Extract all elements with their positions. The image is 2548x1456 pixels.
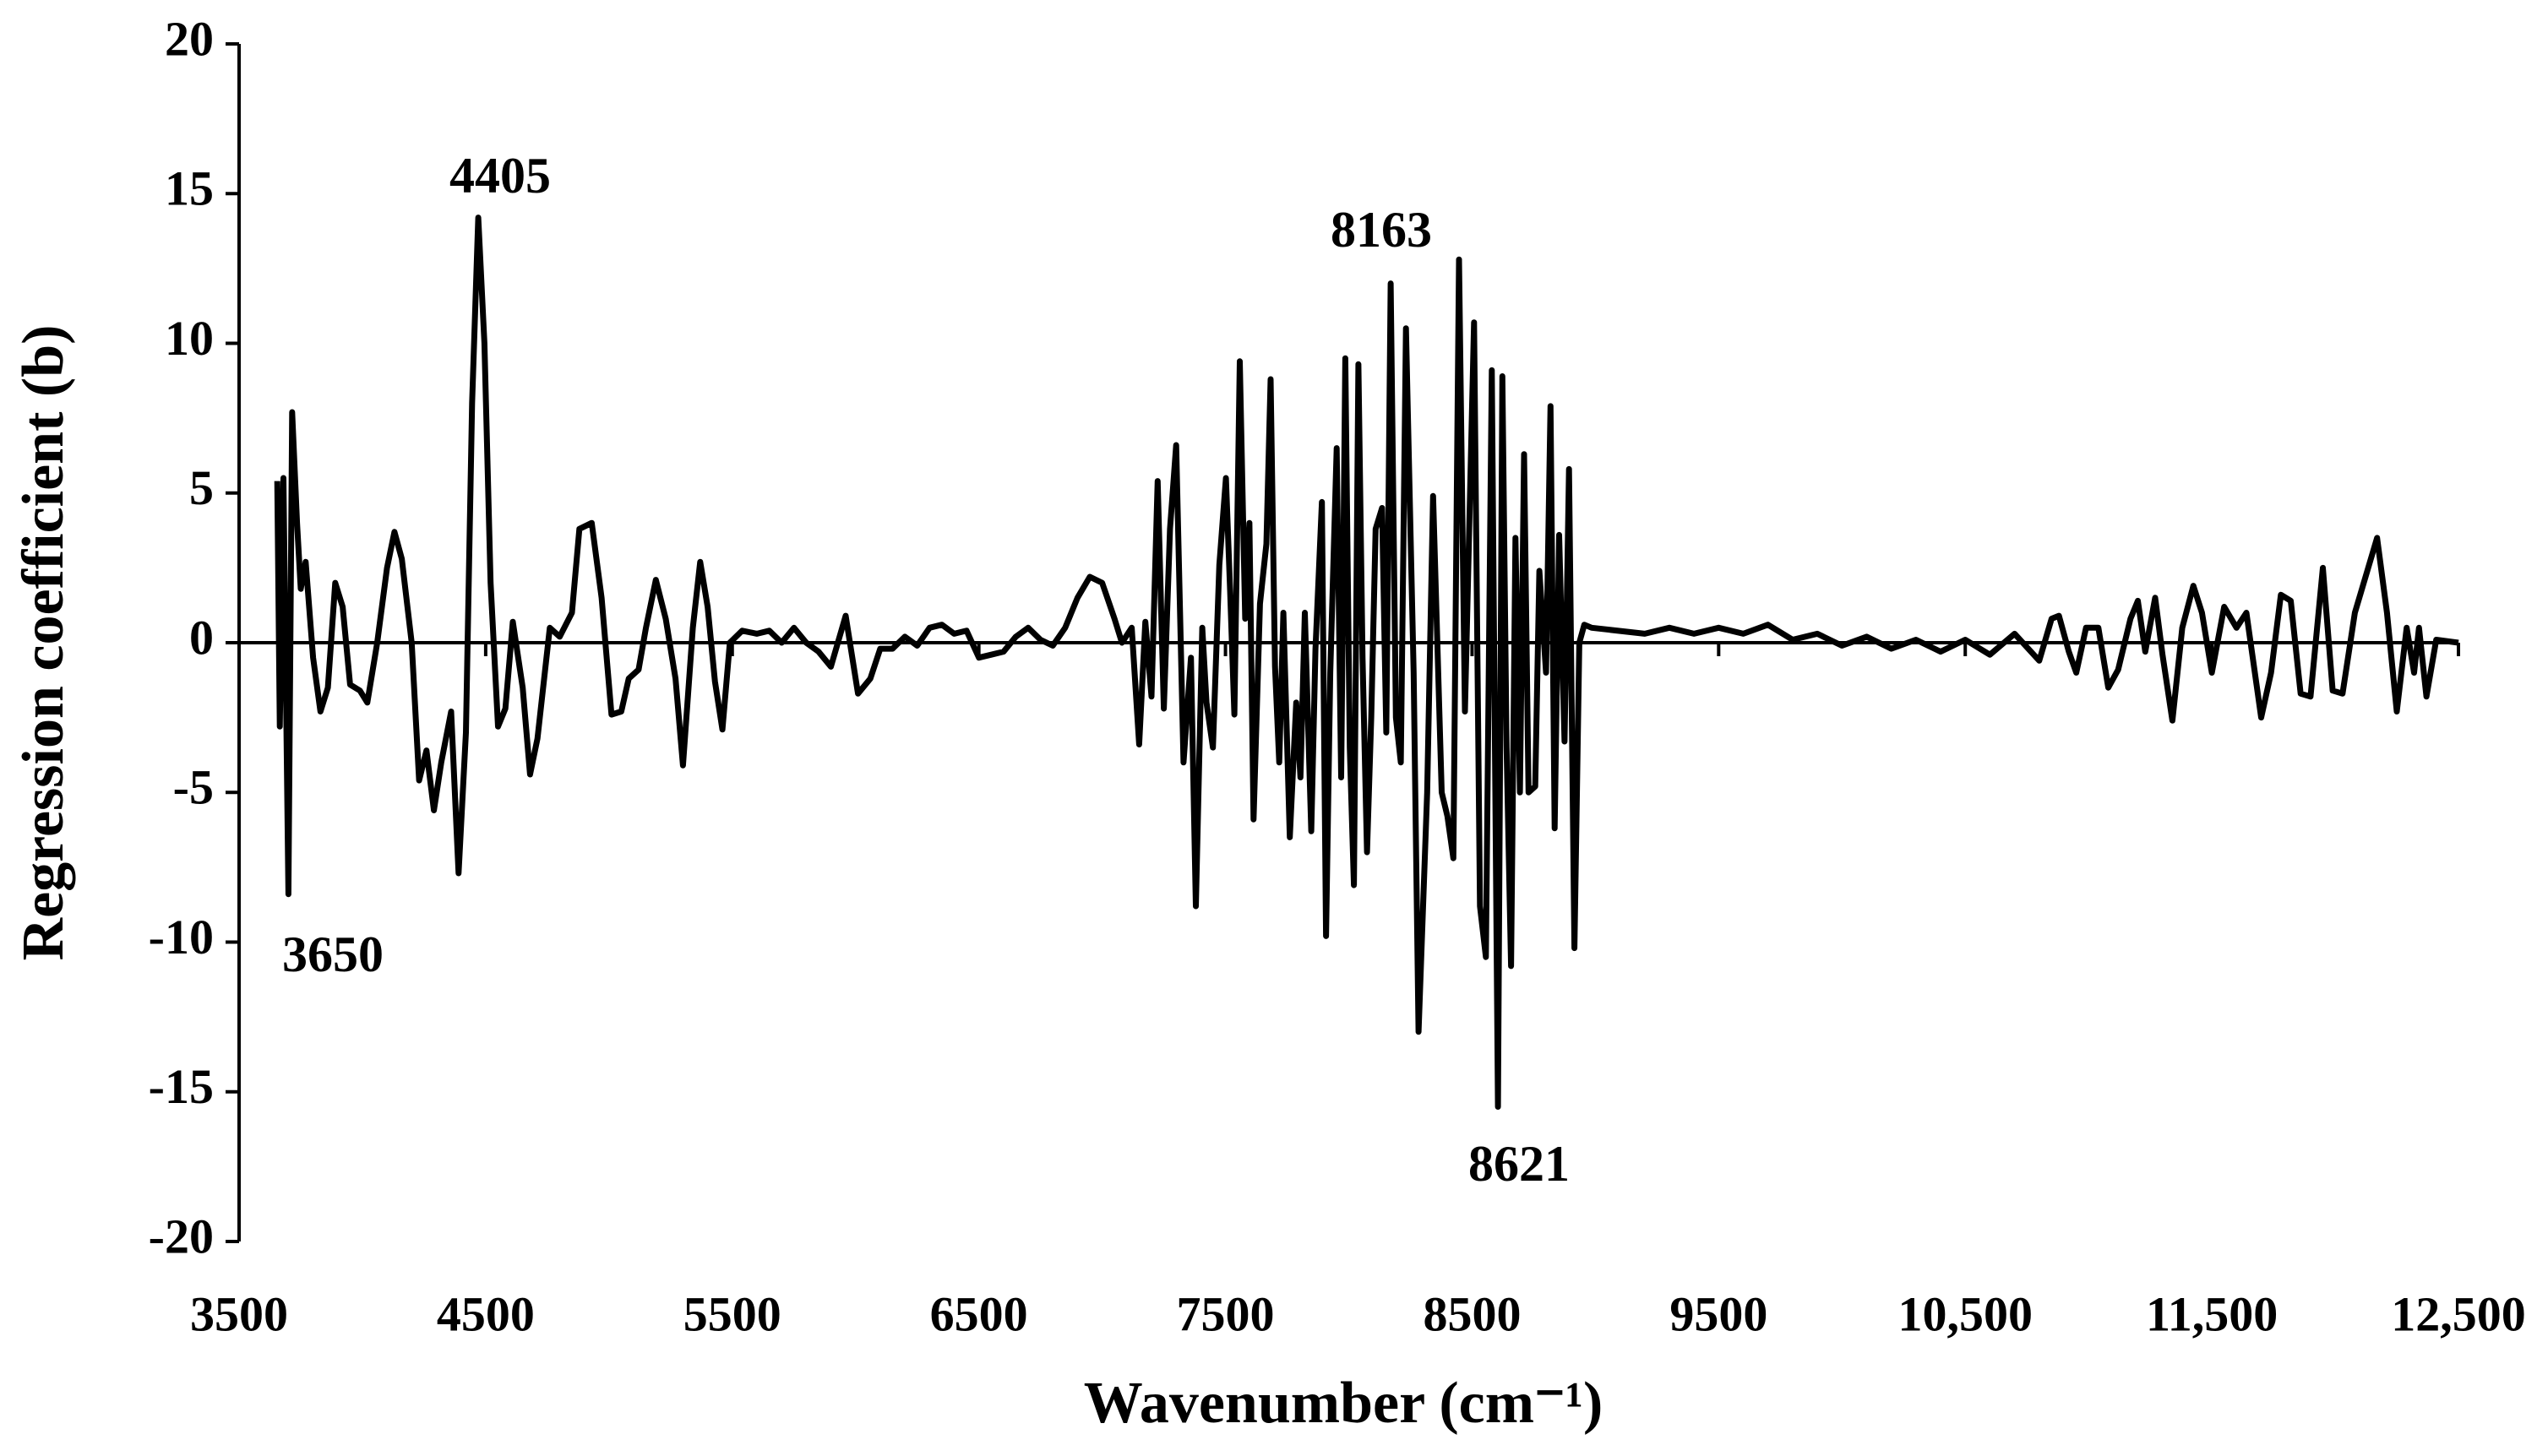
- annotation: 4405: [449, 148, 551, 204]
- x-tick-label: 4500: [437, 1286, 535, 1341]
- x-tick-label: 11,500: [2146, 1286, 2278, 1341]
- y-tick-label: -20: [149, 1209, 214, 1263]
- x-tick-label: 6500: [930, 1286, 1028, 1341]
- x-tick-label: 5500: [683, 1286, 781, 1341]
- x-tick-label: 12,500: [2391, 1286, 2526, 1341]
- y-tick-label: -15: [149, 1059, 214, 1114]
- annotation: 8163: [1331, 202, 1432, 258]
- y-tick-label: 20: [165, 11, 214, 66]
- x-tick-label: 9500: [1669, 1286, 1767, 1341]
- x-axis-title: Wavenumber (cm⁻¹): [1084, 1371, 1603, 1436]
- data-line: [274, 215, 2459, 1110]
- y-tick-label: 5: [189, 460, 214, 515]
- annotation: 8621: [1468, 1136, 1570, 1192]
- y-tick-label: -10: [149, 910, 214, 964]
- y-axis-title: Regression coefficient (b): [11, 325, 76, 961]
- x-tick-label: 7500: [1177, 1286, 1275, 1341]
- y-tick-label: -5: [173, 760, 214, 815]
- y-tick-label: 15: [165, 161, 214, 216]
- y-tick-label: 0: [189, 610, 214, 665]
- x-tick-label: 10,500: [1897, 1286, 2033, 1341]
- x-tick-label: 3500: [190, 1286, 288, 1341]
- y-tick-label: 10: [165, 311, 214, 366]
- annotation: 3650: [282, 926, 384, 982]
- x-tick-label: 8500: [1423, 1286, 1521, 1341]
